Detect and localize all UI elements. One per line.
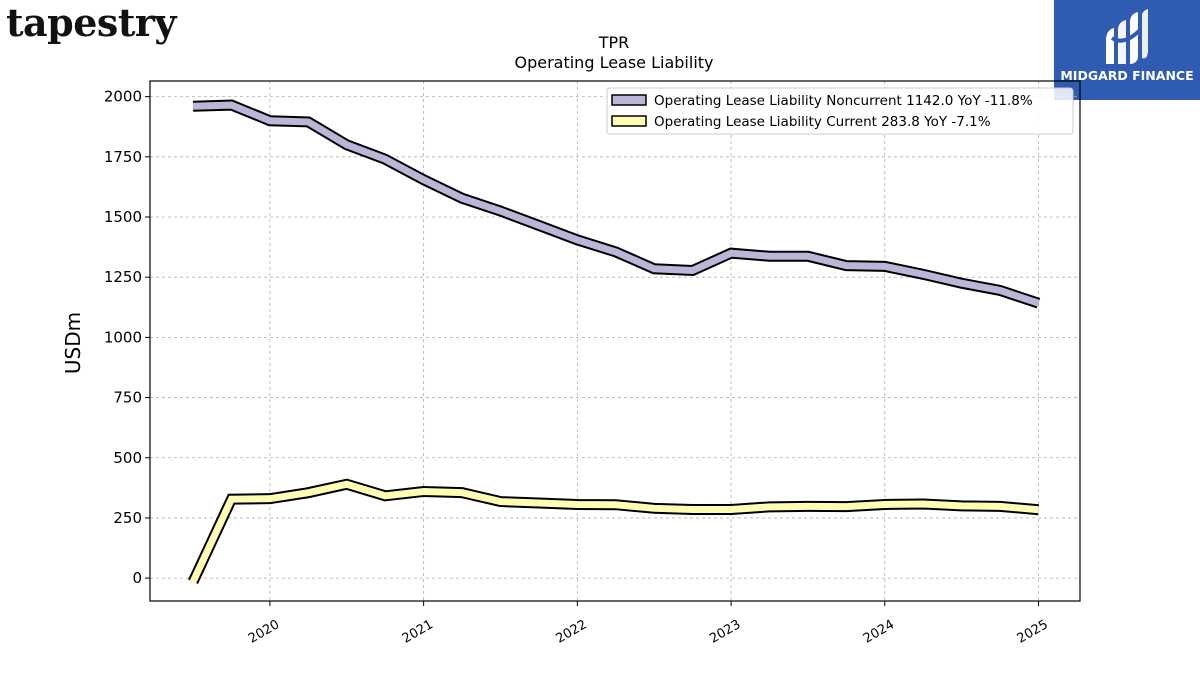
series-lines	[188, 99, 1041, 585]
plot-frame	[149, 80, 1081, 602]
series-line-0	[192, 101, 1040, 307]
series-outline-1	[188, 478, 1039, 585]
x-axis-ticks: 2020 2021 2022 2023 2024 2025	[246, 601, 1051, 647]
chart-title: TPR	[598, 33, 630, 52]
legend-box	[606, 87, 1074, 135]
legend-label-current: Operating Lease Liability Current 283.8 …	[654, 114, 991, 130]
y-tick-label: 0	[132, 569, 142, 587]
x-tick-label: 2021	[400, 617, 436, 647]
y-axis-ticks: 0 250 500 750 1000 1250 1500 1750 2000	[104, 88, 150, 587]
midgard-finance-logo: MIDGARD FINANCE	[1054, 0, 1200, 100]
y-tick-label: 750	[113, 389, 142, 407]
y-tick-label: 1000	[104, 328, 142, 346]
y-tick-label: 1750	[104, 148, 142, 166]
legend-swatch-current	[611, 115, 647, 127]
chart-subtitle: Operating Lease Liability	[514, 53, 713, 72]
brand-logo: tapestry	[6, 0, 176, 45]
x-tick-label: 2023	[707, 617, 743, 647]
x-tick-label: 2025	[1015, 617, 1051, 647]
y-tick-label: 250	[113, 509, 142, 527]
y-tick-label: 1250	[104, 268, 142, 286]
y-tick-label: 1500	[104, 208, 142, 226]
y-axis-label: USDm	[61, 312, 85, 374]
y-tick-label: 500	[113, 449, 142, 467]
x-tick-label: 2022	[554, 617, 590, 647]
x-tick-label: 2020	[246, 617, 282, 647]
midgard-emblem-icon	[1106, 9, 1148, 64]
logo-text: MIDGARD FINANCE	[1060, 68, 1194, 83]
x-tick-label: 2024	[861, 617, 897, 647]
legend-swatch-noncurrent	[611, 94, 647, 106]
grid	[150, 81, 1080, 601]
legend: Operating Lease Liability Noncurrent 114…	[606, 87, 1074, 135]
series-line-1	[189, 480, 1039, 584]
legend-label-noncurrent: Operating Lease Liability Noncurrent 114…	[654, 93, 1033, 109]
y-tick-label: 2000	[104, 88, 142, 106]
